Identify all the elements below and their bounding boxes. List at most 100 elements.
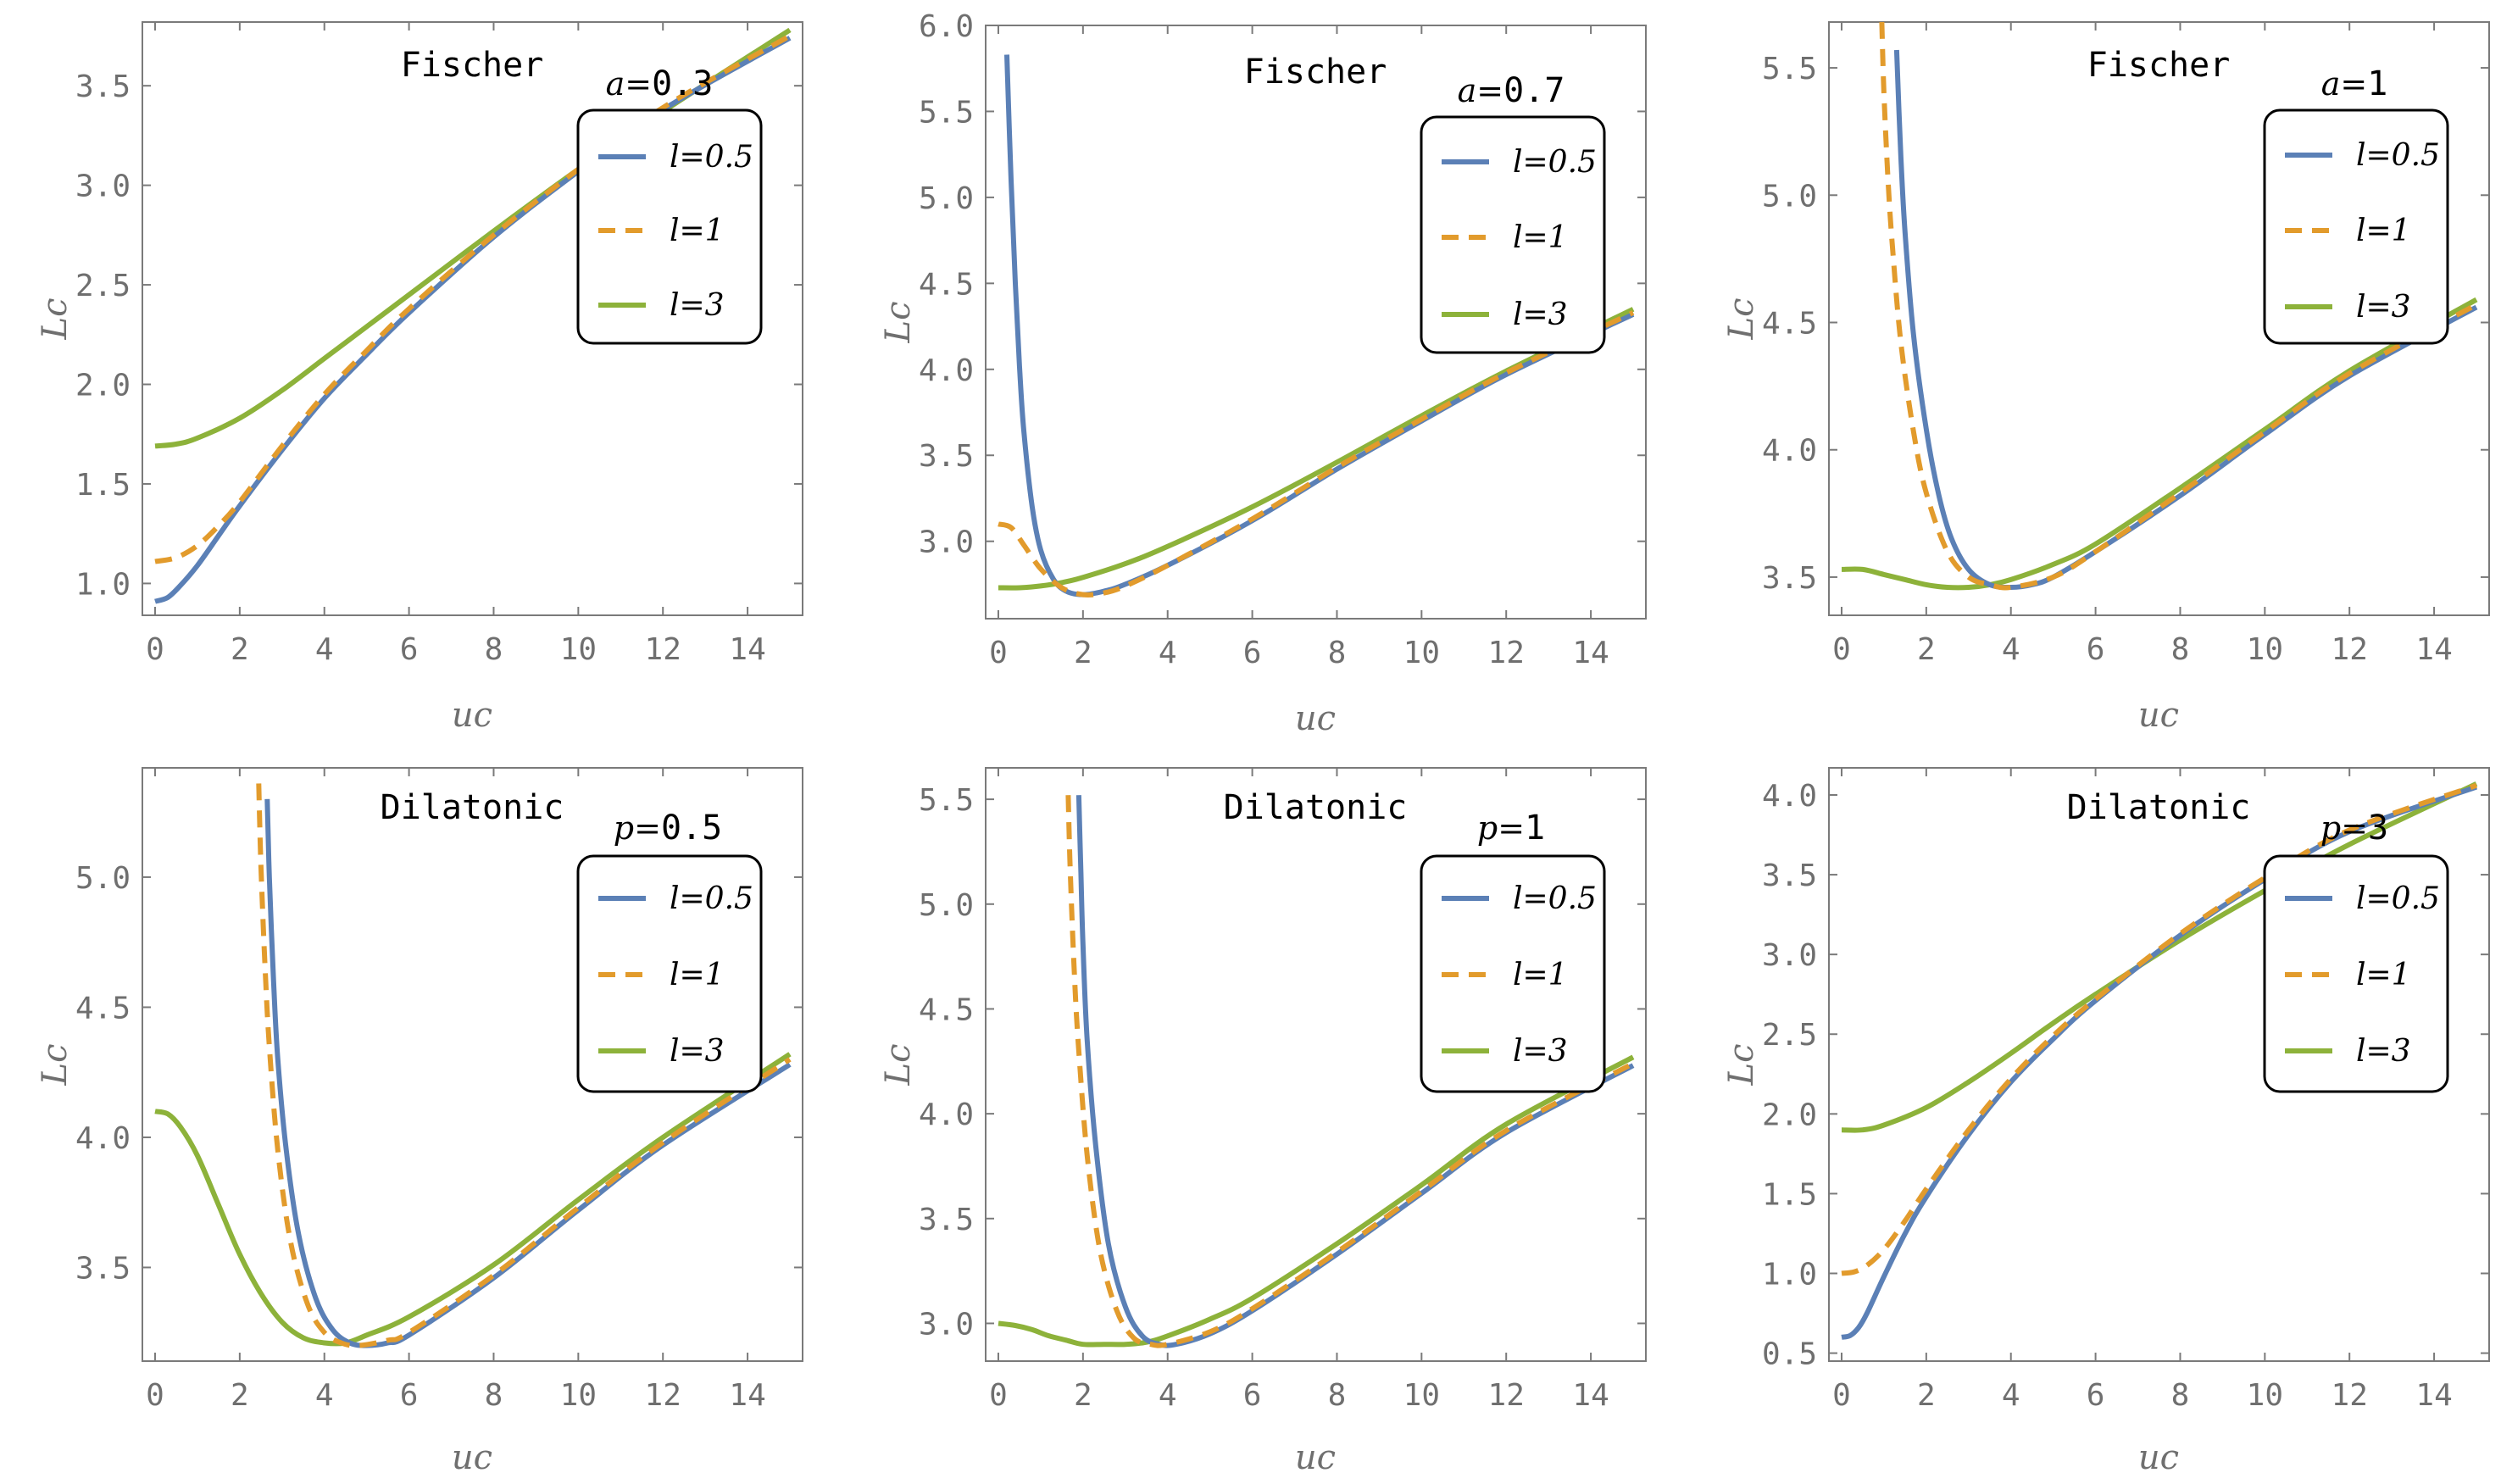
legend: l=0.5 l=1 l=3 bbox=[1420, 115, 1606, 354]
param-eq: = bbox=[2341, 809, 2368, 847]
y-tick-label: 1.0 bbox=[1762, 1258, 1817, 1292]
x-tick-label: 4 bbox=[1159, 1378, 1177, 1413]
series-line-l1 bbox=[256, 783, 792, 1348]
x-axis-label: uc bbox=[2138, 1438, 2179, 1477]
plot-frame bbox=[985, 25, 1647, 620]
y-tick-label: 5.0 bbox=[919, 888, 974, 923]
y-tick-label: 2.0 bbox=[75, 369, 131, 403]
x-tick-label: 10 bbox=[2247, 632, 2283, 667]
x-tick-label: 0 bbox=[1832, 1378, 1851, 1413]
y-axis-label: Lc bbox=[879, 302, 918, 344]
x-tick-label: 4 bbox=[315, 1378, 334, 1413]
x-axis: 0 2 4 6 8 10 12 14 bbox=[989, 768, 1609, 1413]
x-tick-label: 14 bbox=[1572, 1378, 1609, 1413]
x-tick-label: 8 bbox=[1328, 636, 1347, 670]
x-axis: 0 2 4 6 8 10 12 14 bbox=[1832, 22, 2453, 667]
y-tick-label: 4.0 bbox=[919, 353, 974, 388]
x-tick-label: 14 bbox=[2415, 632, 2452, 667]
legend-label-l1: l=1 bbox=[2356, 958, 2411, 992]
y-axis-label-text: Lc bbox=[879, 302, 918, 344]
legend-label-l3: l=3 bbox=[1513, 1034, 1568, 1069]
x-tick-label: 2 bbox=[231, 1378, 249, 1413]
x-axis-label-text: uc bbox=[452, 1438, 492, 1477]
y-tick-label: 4.5 bbox=[75, 991, 131, 1025]
series-lines bbox=[998, 795, 1635, 1348]
x-tick-label: 12 bbox=[1488, 1378, 1525, 1413]
param-name: p bbox=[614, 809, 634, 847]
y-axis-label: Lc bbox=[879, 1044, 918, 1087]
family-label: Fischer bbox=[401, 46, 544, 85]
series-line-l1 bbox=[998, 310, 1635, 597]
x-tick-label: 6 bbox=[400, 632, 419, 667]
x-axis: 0 2 4 6 8 10 12 14 bbox=[989, 25, 1609, 670]
chart-panel: 0 2 4 6 8 10 12 14 3.5 4.0 4.5 5.0 uc Lc Dilatonic… bbox=[36, 767, 803, 1477]
x-tick-label: 12 bbox=[645, 1378, 681, 1413]
x-tick-label: 0 bbox=[1832, 632, 1851, 667]
y-tick-label: 2.0 bbox=[1762, 1098, 1817, 1132]
series-line-l3 bbox=[1841, 297, 2478, 591]
y-tick-label: 3.5 bbox=[75, 69, 131, 104]
y-tick-label: 5.0 bbox=[919, 181, 974, 216]
legend-label-l1: l=1 bbox=[670, 958, 725, 992]
series-line-l1 bbox=[1879, 22, 2478, 591]
legend-box bbox=[1420, 854, 1606, 1093]
family-label: Dilatonic bbox=[1224, 788, 1408, 827]
y-tick-label: 4.5 bbox=[919, 267, 974, 302]
family-label: Fischer bbox=[1244, 53, 1387, 92]
legend-box bbox=[576, 854, 763, 1093]
x-axis: 0 2 4 6 8 10 12 14 bbox=[146, 22, 766, 667]
y-tick-label: 5.5 bbox=[1762, 52, 1817, 86]
x-tick-label: 2 bbox=[1074, 636, 1092, 670]
param-value: 1 bbox=[1525, 809, 1545, 848]
y-axis: 1.0 1.5 2.0 2.5 3.0 3.5 bbox=[75, 69, 803, 602]
x-tick-label: 14 bbox=[1572, 636, 1609, 670]
chart-panel: 0 2 4 6 8 10 12 14 3.5 4.0 4.5 5.0 5.5 uc Lc Fische… bbox=[1722, 21, 2490, 735]
x-tick-label: 2 bbox=[231, 632, 249, 667]
x-axis-label-text: uc bbox=[1295, 1438, 1336, 1477]
x-axis-label-text: uc bbox=[1295, 699, 1336, 738]
y-tick-label: 4.5 bbox=[919, 992, 974, 1027]
y-tick-label: 3.0 bbox=[1762, 938, 1817, 973]
x-axis-label: uc bbox=[1295, 699, 1336, 738]
legend-label-l1: l=1 bbox=[2356, 214, 2411, 248]
param-name: p bbox=[2320, 809, 2341, 847]
legend-label-l3: l=3 bbox=[670, 1034, 725, 1069]
legend-label-l3: l=3 bbox=[2356, 290, 2411, 325]
series-lines bbox=[154, 783, 792, 1348]
chart-panel: 0 2 4 6 8 10 12 14 1.0 1.5 2.0 2.5 3.0 3.5 uc Lc Fis… bbox=[36, 21, 803, 735]
y-tick-label: 5.0 bbox=[75, 861, 131, 896]
y-tick-label: 5.0 bbox=[1762, 179, 1817, 214]
param-value: 0.5 bbox=[661, 809, 722, 848]
x-tick-label: 14 bbox=[729, 1378, 765, 1413]
y-tick-label: 4.5 bbox=[1762, 307, 1817, 342]
x-tick-label: 2 bbox=[1917, 632, 1936, 667]
x-tick-label: 10 bbox=[1403, 1378, 1440, 1413]
x-tick-label: 0 bbox=[146, 632, 164, 667]
x-tick-label: 4 bbox=[315, 632, 334, 667]
x-tick-label: 12 bbox=[2331, 1378, 2368, 1413]
legend: l=0.5 l=1 l=3 bbox=[2263, 854, 2449, 1093]
x-axis-label-text: uc bbox=[452, 696, 492, 735]
x-axis-label-text: uc bbox=[2138, 1438, 2179, 1477]
y-axis: 3.0 3.5 4.0 4.5 5.0 5.5 bbox=[919, 783, 1646, 1342]
chart-panel: 0 2 4 6 8 10 12 14 3.03.54.04.55.05.56.0 uc Lc … bbox=[879, 9, 1647, 738]
parameter-label: p=3 bbox=[2320, 809, 2388, 848]
y-axis-label-text: Lc bbox=[1722, 1044, 1761, 1087]
legend: l=0.5 l=1 l=3 bbox=[1420, 854, 1606, 1093]
legend-label-l1: l=1 bbox=[1513, 220, 1568, 255]
y-tick-label: 3.0 bbox=[919, 525, 974, 560]
parameter-label: p=0.5 bbox=[614, 809, 722, 848]
y-tick-label: 5.5 bbox=[919, 95, 974, 130]
parameter-label: a=0.3 bbox=[606, 64, 714, 103]
series-lines bbox=[1841, 22, 2478, 591]
param-eq: = bbox=[2340, 65, 2367, 103]
x-tick-label: 6 bbox=[2087, 1378, 2105, 1413]
legend-label-l1: l=1 bbox=[670, 214, 725, 248]
x-tick-label: 4 bbox=[2002, 1378, 2020, 1413]
param-value: 0.3 bbox=[652, 64, 713, 103]
y-axis: 3.0 3.5 4.0 4.5 5.0 5.5 6.0 bbox=[919, 9, 1646, 560]
x-tick-label: 0 bbox=[989, 1378, 1008, 1413]
legend: l=0.5 l=1 l=3 bbox=[576, 108, 763, 345]
x-tick-label: 0 bbox=[146, 1378, 164, 1413]
x-tick-label: 8 bbox=[485, 1378, 503, 1413]
